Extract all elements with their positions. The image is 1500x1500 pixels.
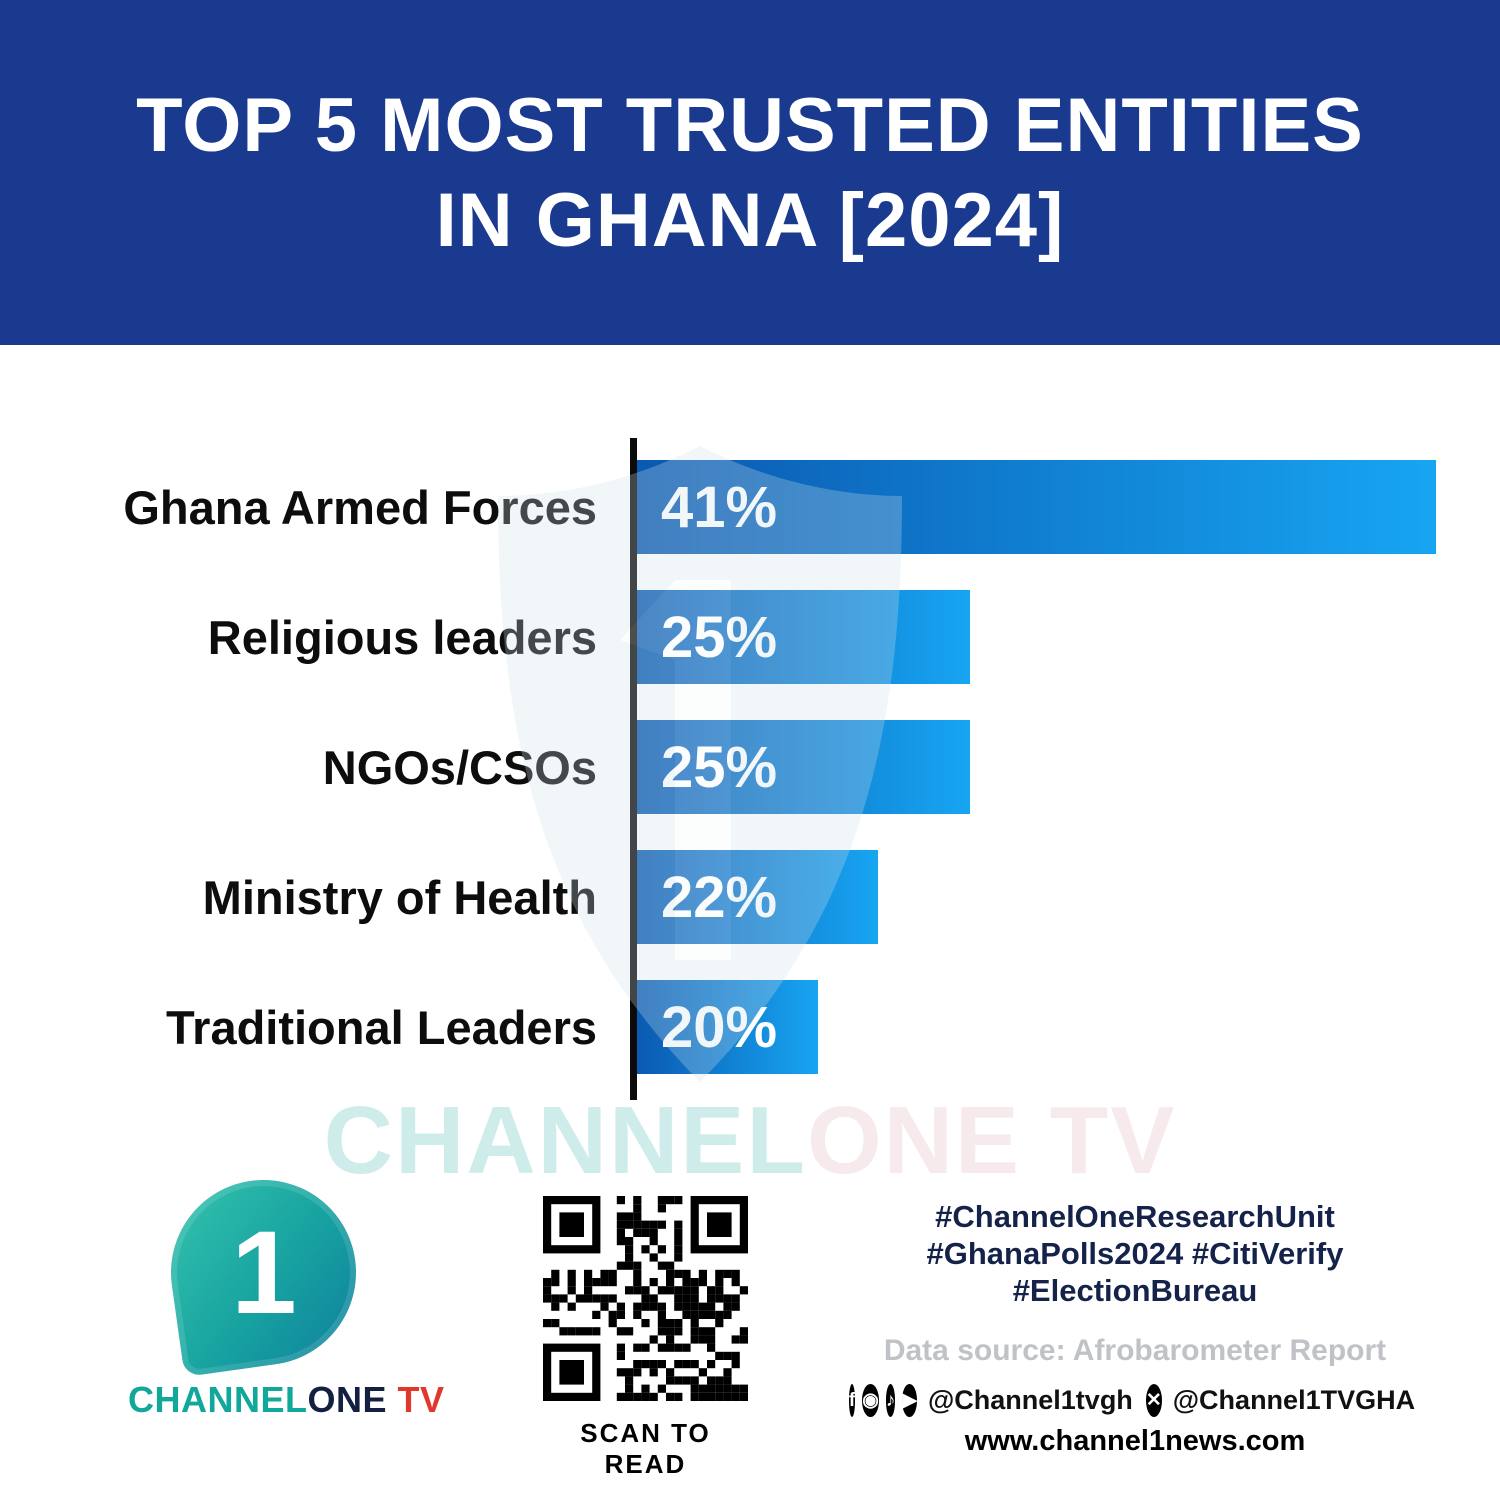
bar-value-label: 25% xyxy=(661,604,778,670)
chart-row: Ghana Armed Forces 41% xyxy=(0,460,1436,554)
qr-caption: SCAN TO READ xyxy=(580,1418,711,1479)
qr-block: SCAN TO READ xyxy=(538,1196,753,1480)
social-handle: @Channel1TVGHA xyxy=(1172,1384,1416,1415)
bar-category-label: Traditional Leaders xyxy=(166,1000,597,1054)
watermark-text: CHANNELONE TV xyxy=(0,1086,1500,1196)
brand-wordmark: CHANNELONE TV xyxy=(128,1379,444,1421)
page-title-line1: TOP 5 MOST TRUSTED ENTITIES xyxy=(136,82,1364,168)
bar: 25% xyxy=(633,720,971,814)
bar: 22% xyxy=(633,850,878,944)
chart-row: NGOs/CSOs 25% xyxy=(0,720,1436,814)
bar-track: 41% xyxy=(633,460,1436,554)
chart-row: Religious leaders 25% xyxy=(0,590,1436,684)
bar-value-label: 22% xyxy=(661,864,778,930)
chart-row: Ministry of Health 22% xyxy=(0,850,1436,944)
social-row: f ◉ ♪ ▶ @Channel1tvgh ✕ @Channel1TVGHA xyxy=(848,1383,1420,1417)
bar-category-label: NGOs/CSOs xyxy=(322,740,597,794)
channel-one-logo: 1 CHANNELONE TV xyxy=(128,1168,444,1421)
bar: 41% xyxy=(633,460,1436,554)
hashtag-line-3: #ElectionBureau xyxy=(1012,1273,1258,1309)
brand-tv: TV xyxy=(387,1379,445,1420)
facebook-icon: f xyxy=(848,1383,856,1417)
bar: 20% xyxy=(633,980,818,1074)
channel-one-pick-icon: 1 xyxy=(158,1168,368,1377)
x-icon: ✕ xyxy=(1145,1383,1162,1417)
footer-info: #ChannelOneResearchUnit #GhanaPolls2024 … xyxy=(848,1198,1420,1458)
bar-category-label: Ministry of Health xyxy=(202,870,597,924)
instagram-icon: ◉ xyxy=(862,1383,879,1417)
bar-value-label: 20% xyxy=(661,994,778,1060)
watermark-text-part1: CHANNEL xyxy=(323,1087,807,1194)
hashtag-line-1: #ChannelOneResearchUnit xyxy=(935,1199,1335,1234)
logo-numeral: 1 xyxy=(230,1206,296,1339)
social-handle: @Channel1tvgh xyxy=(927,1384,1133,1415)
bar-category-label: Ghana Armed Forces xyxy=(123,480,597,534)
qr-code xyxy=(543,1196,748,1401)
chart-row: Traditional Leaders 20% xyxy=(0,980,1436,1074)
tiktok-icon: ♪ xyxy=(885,1383,896,1417)
bar-value-label: 25% xyxy=(661,734,778,800)
header-banner: TOP 5 MOST TRUSTED ENTITIES IN GHANA [20… xyxy=(0,0,1500,345)
youtube-icon: ▶ xyxy=(902,1383,917,1417)
bar-track: 25% xyxy=(633,720,1436,814)
bar-value-label: 41% xyxy=(661,474,778,540)
brand-channel: CHANNEL xyxy=(128,1379,308,1420)
chart-axis-line xyxy=(630,438,637,1100)
watermark-text-part2: ONE TV xyxy=(806,1087,1177,1194)
website-url: www.channel1news.com xyxy=(964,1424,1306,1457)
page-title: TOP 5 MOST TRUSTED ENTITIES IN GHANA [20… xyxy=(136,78,1364,268)
bar: 25% xyxy=(633,590,971,684)
page-title-line2: IN GHANA [2024] xyxy=(435,177,1065,263)
bar-chart: Ghana Armed Forces 41% Religious leaders 25… xyxy=(0,460,1436,1110)
hashtag-line-2: #GhanaPolls2024 #CitiVerify xyxy=(926,1236,1344,1272)
brand-one: ONE xyxy=(307,1379,388,1420)
bar-track: 20% xyxy=(633,980,1436,1074)
data-source-text: Data source: Afrobarometer Report xyxy=(883,1333,1387,1367)
bar-category-label: Religious leaders xyxy=(207,610,597,664)
bar-track: 22% xyxy=(633,850,1436,944)
hashtags: #ChannelOneResearchUnit #GhanaPolls2024 … xyxy=(850,1198,1420,1310)
bar-track: 25% xyxy=(633,590,1436,684)
